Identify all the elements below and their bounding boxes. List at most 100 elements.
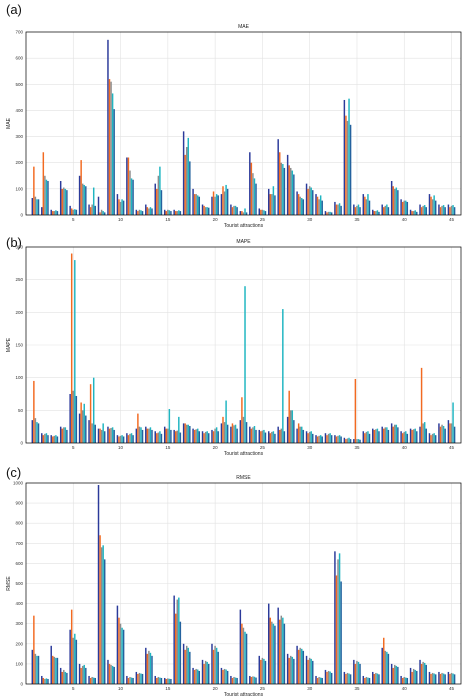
bar bbox=[286, 653, 289, 684]
bar bbox=[72, 209, 74, 215]
bar bbox=[348, 437, 350, 443]
bar bbox=[264, 432, 267, 443]
bar bbox=[244, 286, 246, 443]
bar bbox=[319, 677, 322, 684]
bar bbox=[41, 675, 43, 684]
x-tick-label: 10 bbox=[118, 217, 124, 222]
y-tick-label: 400 bbox=[15, 108, 23, 113]
bar bbox=[329, 211, 331, 215]
bar bbox=[334, 551, 336, 684]
bar bbox=[159, 166, 161, 215]
bar bbox=[145, 647, 147, 684]
bar bbox=[291, 410, 294, 443]
y-tick-label: 900 bbox=[15, 501, 23, 506]
bar bbox=[272, 431, 275, 443]
bar bbox=[279, 619, 281, 684]
bar bbox=[452, 205, 454, 215]
bar bbox=[420, 207, 423, 215]
y-tick-label: 250 bbox=[15, 277, 23, 282]
bar bbox=[110, 664, 112, 684]
bar bbox=[283, 167, 286, 215]
y-tick-label: 1000 bbox=[13, 481, 24, 486]
bar bbox=[414, 210, 416, 215]
bar bbox=[122, 436, 125, 443]
bar bbox=[319, 195, 322, 215]
bar bbox=[34, 196, 37, 215]
bar bbox=[37, 199, 40, 215]
bar bbox=[431, 433, 434, 443]
bar bbox=[74, 633, 76, 684]
bar bbox=[244, 208, 246, 215]
bar bbox=[148, 208, 150, 215]
bar bbox=[277, 139, 279, 215]
bar bbox=[55, 210, 57, 215]
bar bbox=[453, 207, 456, 215]
panel-mae: (a) MAE 0 100 200 300 400 500 600 700 5 10 15 20 25 30… bbox=[0, 0, 474, 233]
bar bbox=[327, 433, 330, 443]
bar bbox=[45, 179, 48, 215]
bar bbox=[116, 435, 119, 443]
bar bbox=[318, 199, 320, 215]
bar bbox=[340, 436, 342, 443]
bar bbox=[330, 212, 333, 215]
bar bbox=[315, 435, 317, 443]
x-tick-label: 45 bbox=[449, 217, 455, 222]
bar bbox=[69, 629, 71, 684]
bar bbox=[405, 200, 407, 215]
bar bbox=[130, 433, 133, 443]
bar bbox=[353, 439, 355, 443]
bar bbox=[223, 422, 226, 443]
bar bbox=[301, 648, 303, 684]
bar bbox=[267, 188, 270, 215]
bar bbox=[412, 668, 415, 684]
bar bbox=[107, 426, 109, 443]
bar bbox=[75, 639, 78, 684]
bar bbox=[392, 186, 394, 215]
bar bbox=[255, 429, 257, 443]
bar bbox=[53, 435, 56, 443]
bar bbox=[196, 669, 199, 684]
bar bbox=[42, 677, 45, 684]
bar bbox=[395, 424, 398, 443]
bar bbox=[387, 207, 390, 215]
bar bbox=[70, 609, 73, 684]
bar bbox=[111, 665, 114, 684]
bar bbox=[132, 179, 134, 215]
bar bbox=[64, 188, 67, 215]
bar bbox=[354, 663, 357, 684]
bar bbox=[277, 426, 279, 443]
bar bbox=[439, 426, 442, 443]
bar bbox=[141, 673, 144, 684]
bar bbox=[286, 154, 289, 215]
y-tick-label: 400 bbox=[15, 601, 23, 606]
x-tick-label: 15 bbox=[165, 217, 171, 222]
bar bbox=[271, 194, 273, 215]
bar bbox=[419, 659, 421, 684]
bar bbox=[239, 211, 242, 215]
bar bbox=[204, 431, 207, 443]
bar bbox=[149, 652, 152, 684]
bar bbox=[430, 196, 432, 215]
bar bbox=[176, 430, 178, 443]
bar bbox=[111, 93, 114, 215]
bar bbox=[81, 410, 84, 443]
bar bbox=[159, 431, 161, 443]
bar bbox=[129, 170, 131, 215]
bar bbox=[236, 428, 238, 443]
bar bbox=[324, 211, 327, 215]
bar bbox=[233, 425, 235, 443]
bar bbox=[217, 195, 219, 215]
bar bbox=[299, 196, 301, 215]
bar bbox=[185, 645, 188, 684]
bar bbox=[367, 431, 369, 443]
bar bbox=[329, 671, 331, 684]
bar bbox=[301, 426, 303, 443]
bar bbox=[272, 186, 275, 215]
bar bbox=[78, 413, 81, 443]
bar bbox=[85, 415, 87, 443]
bar bbox=[365, 431, 368, 443]
bar bbox=[305, 431, 308, 443]
bar bbox=[118, 436, 120, 443]
bar bbox=[252, 173, 254, 215]
bar bbox=[356, 205, 358, 215]
